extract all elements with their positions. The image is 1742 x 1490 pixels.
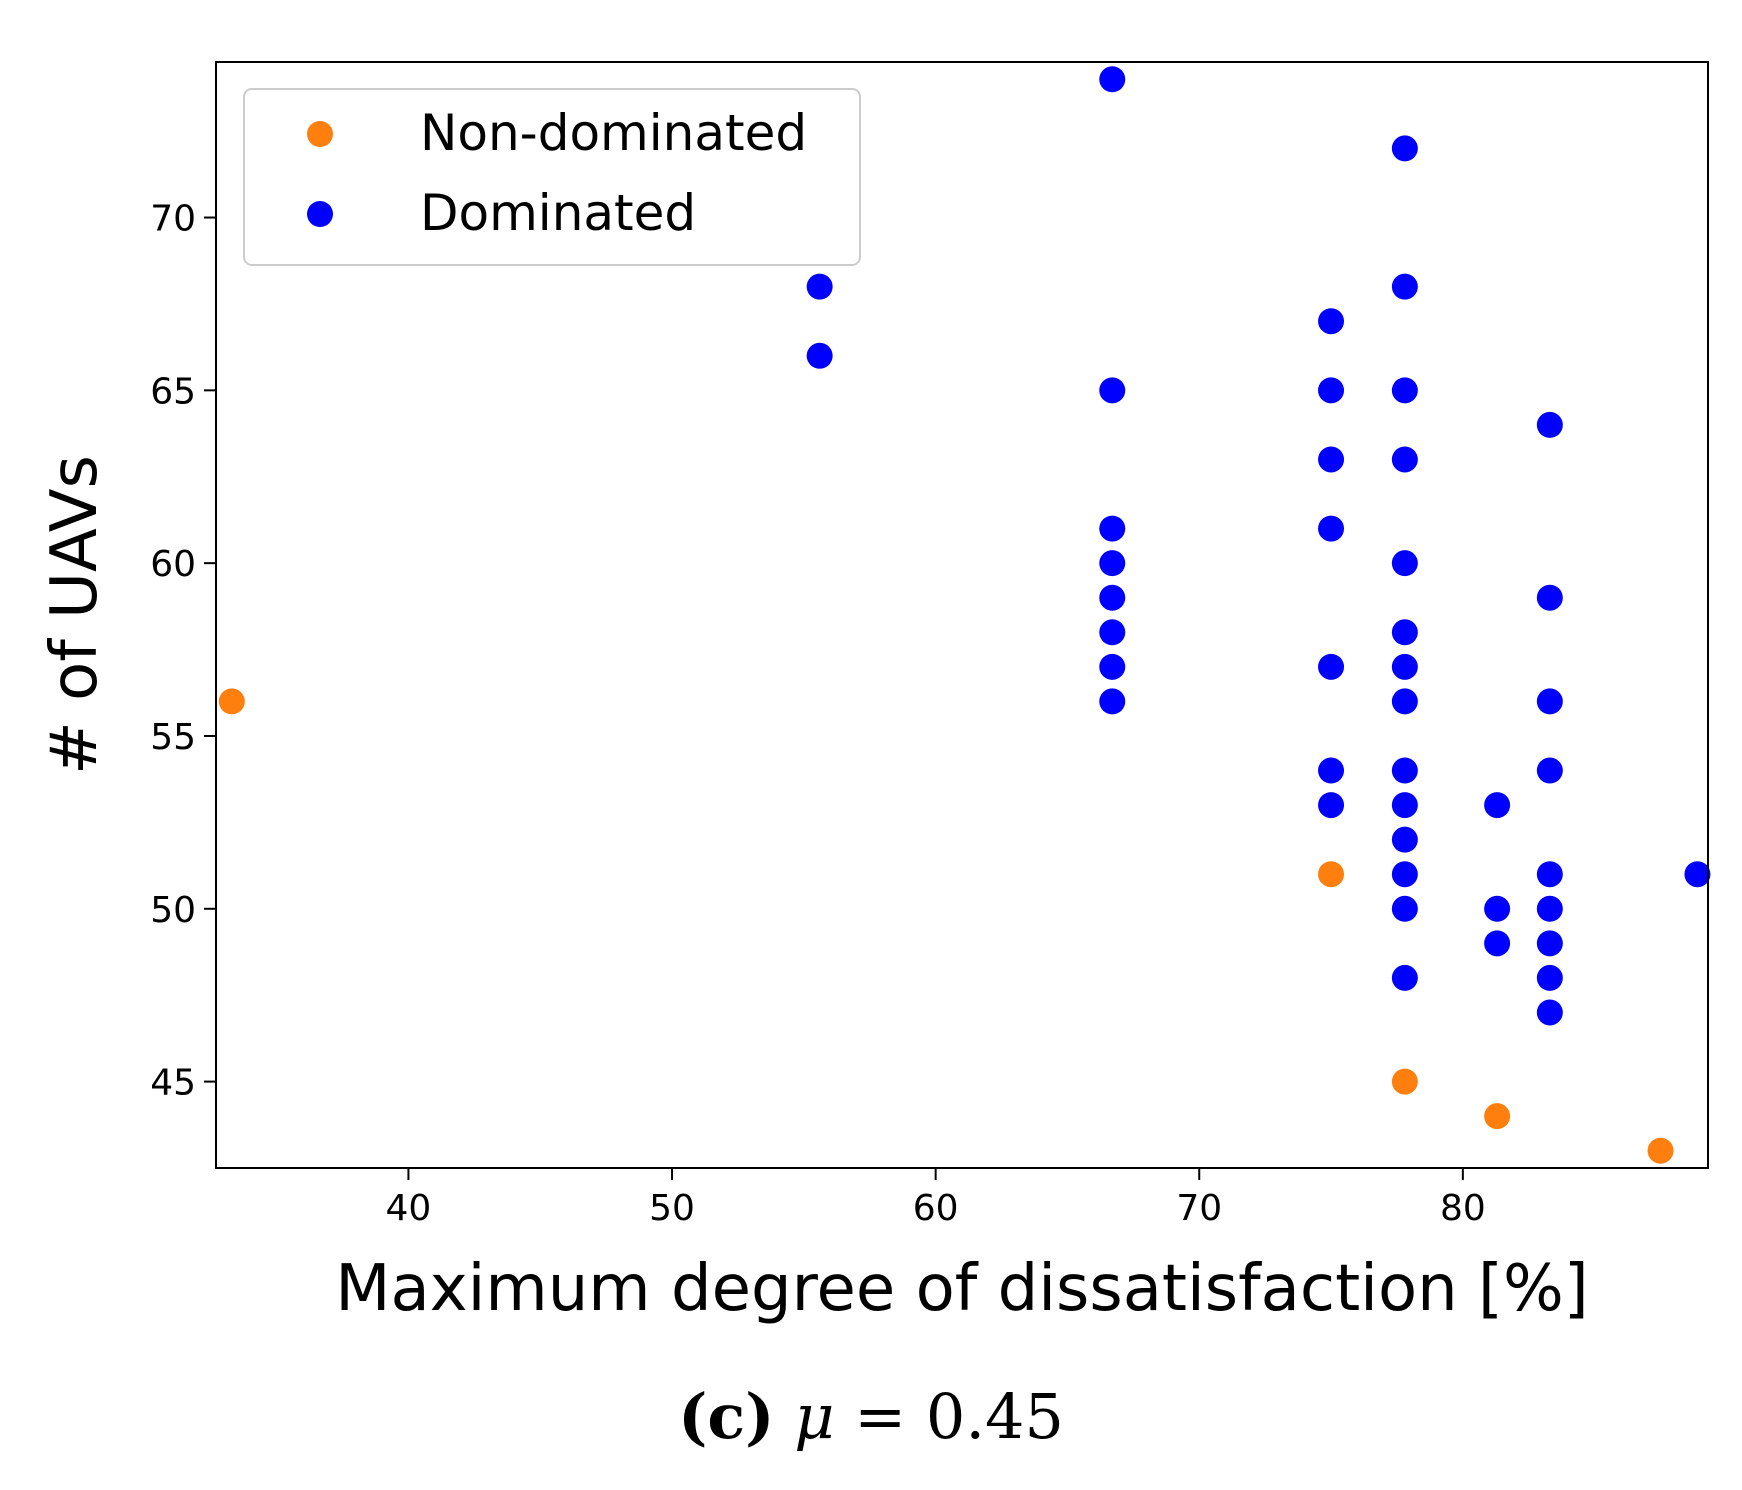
x-tick-label: 70	[1176, 1188, 1222, 1229]
y-tick-label: 70	[150, 199, 196, 240]
point-dominated	[1391, 550, 1418, 577]
y-tick-label: 65	[150, 371, 196, 412]
point-dominated	[1391, 653, 1418, 680]
point-dominated	[1536, 895, 1563, 922]
point-dominated	[1099, 619, 1126, 646]
point-dominated	[1391, 446, 1418, 473]
point-dominated	[1099, 377, 1126, 404]
point-dominated	[806, 273, 833, 300]
point-dominated	[1099, 550, 1126, 577]
point-dominated	[1391, 895, 1418, 922]
caption-value: 0.45	[925, 1380, 1064, 1453]
x-tick-label: 50	[649, 1188, 695, 1229]
caption-label: (c)	[678, 1380, 775, 1453]
points-layer	[218, 66, 1711, 1164]
legend-box	[243, 88, 861, 266]
point-dominated	[806, 342, 833, 369]
x-tick-label: 80	[1440, 1188, 1486, 1229]
y-tick-label: 55	[150, 717, 196, 758]
point-dominated	[1536, 999, 1563, 1026]
point-dominated	[1536, 584, 1563, 611]
point-dominated	[1318, 446, 1345, 473]
point-dominated	[1391, 861, 1418, 888]
x-tick-label: 40	[386, 1188, 432, 1229]
point-dominated	[1484, 792, 1511, 819]
ticks-layer: 40 50 60 70 80 45 50 55 60 65 70	[150, 199, 1486, 1229]
point-dominated	[1391, 757, 1418, 784]
point-dominated	[1536, 411, 1563, 438]
point-dominated	[1536, 930, 1563, 957]
point-dominated	[1318, 308, 1345, 335]
point-dominated	[1099, 515, 1126, 542]
point-dominated	[1684, 861, 1711, 888]
point-dominated	[1391, 688, 1418, 715]
point-dominated	[1391, 135, 1418, 162]
point-dominated	[1391, 273, 1418, 300]
y-axis-label: # of UAVs	[38, 455, 112, 775]
y-tick-label: 45	[150, 1063, 196, 1104]
point-dominated	[1318, 653, 1345, 680]
legend-marker-dominated	[307, 201, 333, 227]
legend: Non-dominated Dominated	[243, 88, 861, 266]
point-dominated	[1391, 377, 1418, 404]
point-dominated	[1391, 826, 1418, 853]
point-non-dominated	[1647, 1137, 1674, 1164]
point-dominated	[1391, 792, 1418, 819]
figure-caption: (c) μ = 0.45	[0, 1380, 1742, 1453]
point-non-dominated	[1484, 1103, 1511, 1130]
point-non-dominated	[218, 688, 245, 715]
y-tick-label: 60	[150, 544, 196, 585]
point-dominated	[1099, 66, 1126, 93]
point-dominated	[1099, 688, 1126, 715]
point-dominated	[1536, 688, 1563, 715]
point-dominated	[1318, 792, 1345, 819]
point-dominated	[1536, 964, 1563, 991]
x-axis-label: Maximum degree of dissatisfaction [%]	[335, 1252, 1589, 1326]
point-dominated	[1318, 757, 1345, 784]
point-dominated	[1484, 930, 1511, 957]
point-non-dominated	[1391, 1068, 1418, 1095]
x-tick-label: 60	[913, 1188, 959, 1229]
legend-marker-non-dominated	[307, 121, 333, 147]
point-dominated	[1318, 377, 1345, 404]
point-dominated	[1099, 584, 1126, 611]
legend-label-dominated: Dominated	[420, 184, 696, 242]
point-dominated	[1318, 515, 1345, 542]
legend-label-non-dominated: Non-dominated	[420, 104, 807, 162]
point-dominated	[1391, 964, 1418, 991]
point-dominated	[1536, 861, 1563, 888]
y-tick-label: 50	[150, 890, 196, 931]
point-dominated	[1391, 619, 1418, 646]
point-dominated	[1099, 653, 1126, 680]
caption-symbol: μ	[794, 1380, 835, 1453]
plot-frame	[215, 61, 1709, 1169]
point-dominated	[1484, 895, 1511, 922]
caption-equals: =	[854, 1380, 907, 1453]
point-non-dominated	[1318, 861, 1345, 888]
point-dominated	[1536, 757, 1563, 784]
